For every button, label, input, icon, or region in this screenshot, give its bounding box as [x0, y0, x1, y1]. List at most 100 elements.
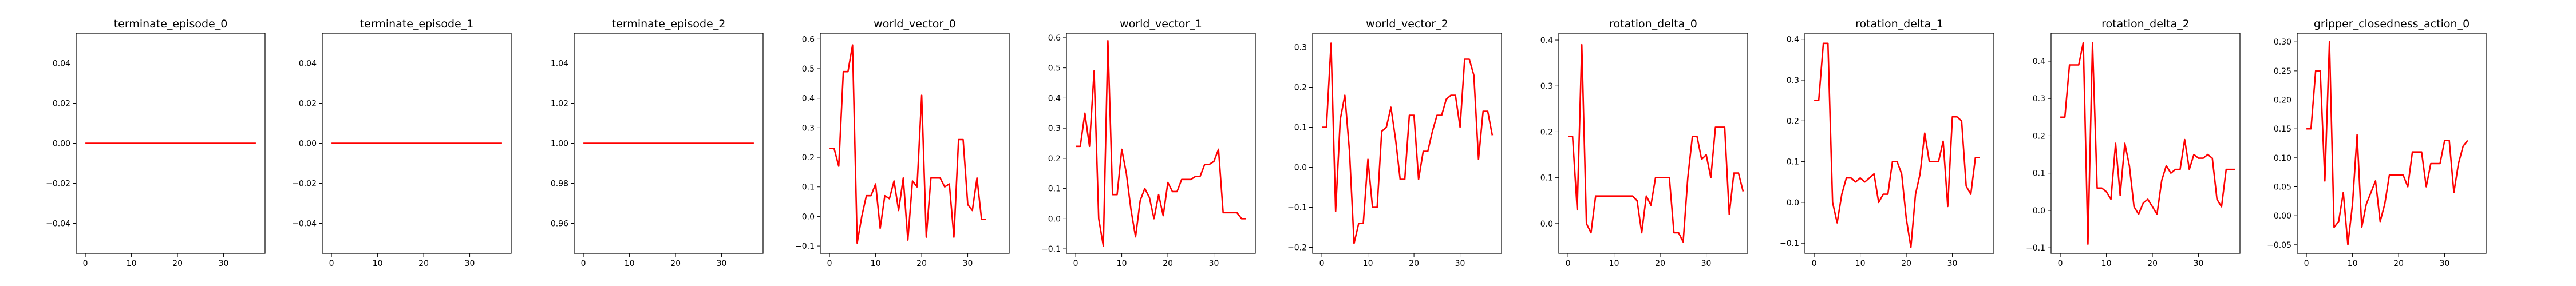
y-tick-label: 0.3: [1540, 82, 1553, 91]
chart-panel-6: rotation_delta_0 0 10 20 30 0.0 0.1 0.2 0.3 0.4: [1540, 18, 1748, 268]
y-tick-label: 0.3: [1048, 124, 1061, 133]
x-tick-label: 0: [83, 259, 88, 268]
x-tick-label: 0: [827, 259, 832, 268]
chart-panel-2: terminate_episode_2 0 10 20 30 0.96 0.98 1.00 1.…: [551, 18, 764, 268]
y-tick-label: 0.1: [802, 183, 815, 192]
y-tick-label: 0.0: [802, 212, 815, 221]
chart-panel-0: terminate_episode_0 0 10 20 30 −0.04 −0.02 0.00…: [46, 18, 266, 268]
chart-title: rotation_delta_0: [1609, 18, 1697, 30]
y-tick-label: 0.2: [1787, 117, 1799, 126]
x-tick-label: 10: [871, 259, 881, 268]
x-tick-label: 0: [581, 259, 586, 268]
y-tick-label: 0.1: [1787, 158, 1799, 167]
plot-frame: [1558, 33, 1748, 254]
y-tick-label: −0.1: [1041, 245, 1061, 254]
y-tick-label: 0.0: [1787, 198, 1799, 208]
y-tick-label: −0.2: [1287, 244, 1307, 253]
chart-panel-7: rotation_delta_1 0 10 20 30 −0.1 0.0 0.1 0.2 0.3 0…: [1780, 18, 1994, 268]
chart-panel-8: rotation_delta_2 0 10 20 30 −0.1 0.0 0.1 0.2 0.3 0…: [2026, 18, 2241, 268]
x-tick-label: 10: [1363, 259, 1373, 268]
x-tick-label: 30: [2440, 259, 2450, 268]
y-tick-label: 0.02: [299, 100, 317, 109]
chart-title: gripper_closedness_action_0: [2314, 18, 2470, 30]
y-tick-label: 0.1: [1294, 124, 1307, 133]
y-tick-label: 0.1: [2033, 169, 2045, 178]
chart-panel-3: world_vector_0 0 10 20 30 −0.1 0.0 0.1 0.2 0.3 0.4…: [795, 18, 1010, 268]
chart-title: terminate_episode_1: [360, 18, 474, 30]
y-tick-label: 0.4: [1048, 94, 1061, 103]
series-line: [829, 44, 986, 244]
chart-title: world_vector_1: [1120, 18, 1202, 30]
y-tick-label: 0.00: [53, 140, 70, 149]
x-tick-label: 20: [670, 259, 681, 268]
chart-title: rotation_delta_2: [2101, 18, 2190, 30]
series-line: [1568, 43, 1744, 243]
x-tick-label: 20: [1163, 259, 1173, 268]
y-tick-label: −0.1: [1780, 239, 1799, 248]
y-tick-label: −0.04: [292, 220, 317, 229]
x-tick-label: 20: [1409, 259, 1419, 268]
y-tick-label: 0.20: [2274, 96, 2291, 105]
y-tick-label: −0.1: [2026, 244, 2045, 253]
series-line: [2306, 41, 2468, 246]
y-tick-label: 0.00: [2274, 212, 2291, 221]
x-tick-label: 20: [2393, 259, 2404, 268]
x-tick-label: 10: [625, 259, 635, 268]
plot-frame: [2297, 33, 2487, 254]
y-tick-label: 0.5: [1048, 64, 1061, 73]
plot-frame: [820, 33, 1010, 254]
x-tick-label: 10: [1855, 259, 1866, 268]
y-tick-label: 0.02: [53, 100, 70, 109]
y-tick-label: 0.0: [1294, 164, 1307, 173]
x-tick-label: 30: [2194, 259, 2204, 268]
x-tick-label: 10: [373, 259, 383, 268]
y-tick-label: 0.6: [802, 35, 815, 44]
y-tick-label: 0.3: [1294, 43, 1307, 53]
y-tick-label: −0.02: [292, 180, 317, 189]
y-tick-label: 1.00: [551, 140, 568, 149]
y-tick-label: 1.04: [551, 59, 568, 69]
x-tick-label: 30: [1701, 259, 1712, 268]
y-tick-label: 0.05: [2274, 182, 2291, 192]
x-tick-label: 20: [1655, 259, 1665, 268]
y-tick-label: 0.04: [53, 59, 70, 69]
x-tick-label: 10: [1117, 259, 1127, 268]
x-tick-label: 20: [172, 259, 183, 268]
y-tick-label: 0.2: [1540, 128, 1553, 137]
y-tick-label: 0.0: [2033, 206, 2045, 216]
y-tick-label: 0.4: [1540, 36, 1553, 45]
y-tick-label: 0.96: [551, 220, 568, 229]
chart-title: world_vector_2: [1366, 18, 1448, 30]
y-tick-label: −0.1: [1287, 204, 1307, 213]
x-tick-label: 10: [127, 259, 137, 268]
chart-title: rotation_delta_1: [1855, 18, 1943, 30]
chart-panel-5: world_vector_2 0 10 20 30 −0.2 −0.1 0.0 0.1 0.2 0.…: [1287, 18, 1502, 268]
x-tick-label: 10: [1609, 259, 1619, 268]
x-tick-label: 30: [465, 259, 475, 268]
x-tick-label: 20: [1901, 259, 1911, 268]
series-line: [2060, 42, 2235, 245]
series-line: [1076, 39, 1246, 247]
y-tick-label: 0.5: [802, 65, 815, 74]
y-tick-label: −0.04: [46, 220, 70, 229]
chart-title: world_vector_0: [874, 18, 956, 30]
plot-frame: [1066, 33, 1256, 254]
x-tick-label: 30: [963, 259, 973, 268]
chart-title: terminate_episode_2: [612, 18, 726, 30]
y-tick-label: 0.2: [1048, 154, 1061, 164]
chart-title: terminate_episode_0: [114, 18, 228, 30]
series-line: [1322, 42, 1494, 244]
y-tick-label: 0.10: [2274, 154, 2291, 163]
chart-panel-4: world_vector_1 0 10 20 30 −0.1 0.0 0.1 0.2 0.3 0.4…: [1041, 18, 1256, 268]
x-tick-label: 10: [2348, 259, 2358, 268]
x-tick-label: 30: [1455, 259, 1465, 268]
y-tick-label: 0.0: [1048, 214, 1061, 224]
y-tick-label: −0.02: [46, 180, 70, 189]
y-tick-label: 0.30: [2274, 38, 2291, 47]
x-tick-label: 0: [2058, 259, 2063, 268]
y-tick-label: 0.4: [802, 94, 815, 104]
x-tick-label: 10: [2101, 259, 2112, 268]
y-tick-label: 0.25: [2274, 67, 2291, 76]
series-line: [1814, 42, 1980, 248]
